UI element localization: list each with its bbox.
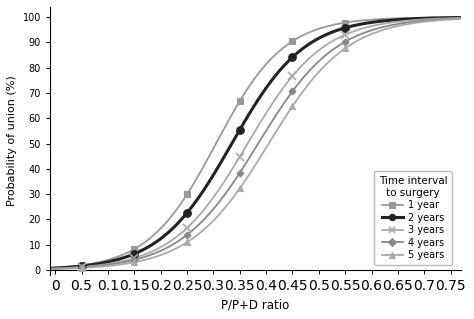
Y-axis label: Probability of union (%): Probability of union (%) xyxy=(7,76,17,206)
Legend: 1 year, 2 years, 3 years, 4 years, 5 years: 1 year, 2 years, 3 years, 4 years, 5 yea… xyxy=(374,171,452,265)
X-axis label: P/P+D ratio: P/P+D ratio xyxy=(221,299,290,312)
